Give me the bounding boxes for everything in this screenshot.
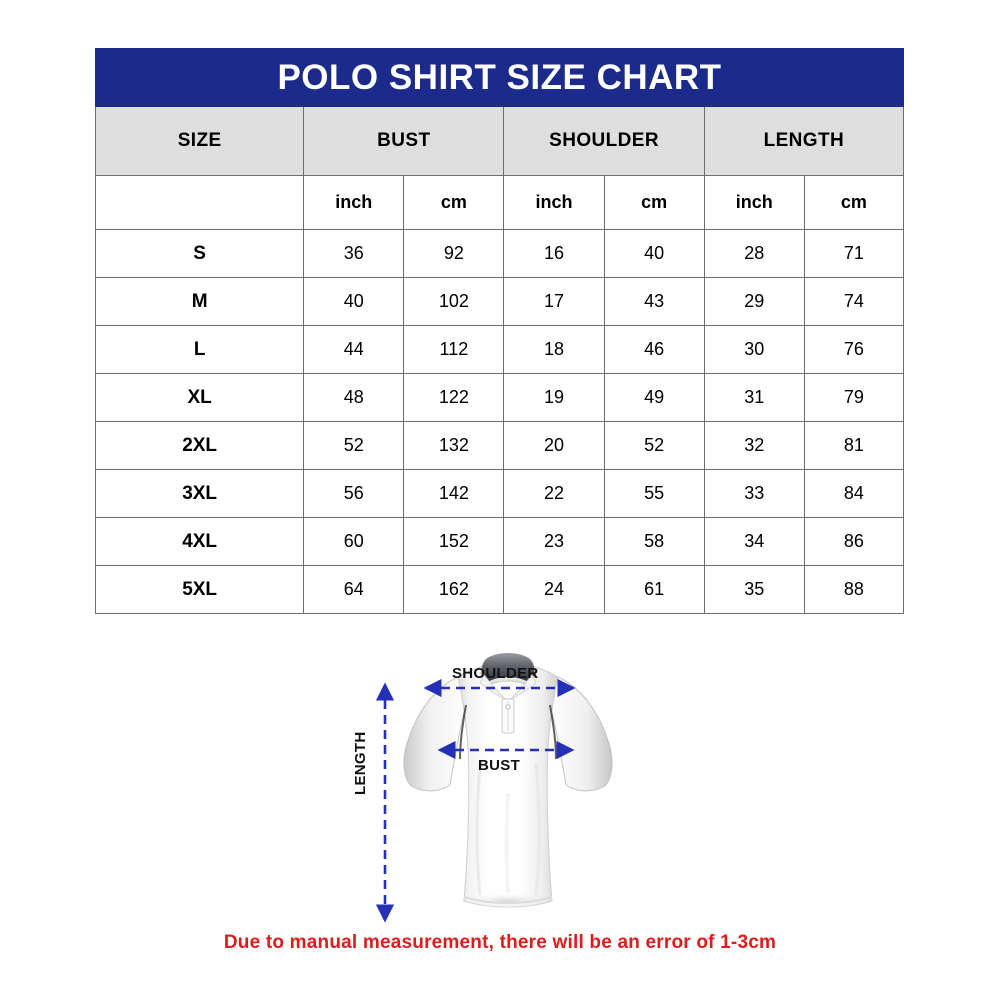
cell-length-inch: 33 (703, 469, 805, 518)
cell-shoulder-cm: 55 (603, 469, 705, 518)
bust-label: BUST (478, 757, 521, 774)
group-header-shoulder: SHOULDER (503, 106, 705, 176)
cell-shoulder-cm: 49 (603, 373, 705, 422)
group-header-bust: BUST (303, 106, 505, 176)
cell-bust-inch: 56 (303, 469, 405, 518)
cell-bust-cm: 162 (403, 565, 505, 614)
cell-bust-cm: 112 (403, 325, 505, 374)
cell-shoulder-inch: 18 (503, 325, 605, 374)
cell-bust-inch: 60 (303, 517, 405, 566)
cell-bust-cm: 132 (403, 421, 505, 470)
measurement-error-note: Due to manual measurement, there will be… (223, 932, 777, 953)
length-label: LENGTH (352, 731, 369, 795)
cell-bust-inch: 48 (303, 373, 405, 422)
table-row: L 44 112 18 46 30 76 (94, 325, 905, 374)
cell-shoulder-cm: 46 (603, 325, 705, 374)
cell-size: 5XL (94, 565, 305, 614)
unit-size-blank (94, 175, 305, 230)
cell-shoulder-inch: 22 (503, 469, 605, 518)
cell-shoulder-cm: 52 (603, 421, 705, 470)
cell-length-cm: 71 (803, 229, 905, 278)
cell-shoulder-inch: 24 (503, 565, 605, 614)
cell-bust-inch: 36 (303, 229, 405, 278)
group-header-length: LENGTH (703, 106, 905, 176)
table-row: S 36 92 16 40 28 71 (94, 229, 905, 278)
cell-length-inch: 35 (703, 565, 805, 614)
table-row: XL 48 122 19 49 31 79 (94, 373, 905, 422)
cell-shoulder-inch: 17 (503, 277, 605, 326)
cell-length-inch: 31 (703, 373, 805, 422)
banner-row: POLO SHIRT SIZE CHART (95, 48, 904, 107)
unit-bust-cm: cm (403, 175, 505, 230)
cell-bust-inch: 44 (303, 325, 405, 374)
polo-shirt-icon (403, 653, 613, 910)
cell-shoulder-inch: 20 (503, 421, 605, 470)
cell-length-inch: 28 (703, 229, 805, 278)
cell-bust-cm: 122 (403, 373, 505, 422)
cell-shoulder-inch: 23 (503, 517, 605, 566)
cell-length-cm: 79 (803, 373, 905, 422)
table-row: 3XL 56 142 22 55 33 84 (94, 469, 905, 518)
table-row: M 40 102 17 43 29 74 (94, 277, 905, 326)
cell-bust-inch: 64 (303, 565, 405, 614)
unit-bust-inch: inch (303, 175, 405, 230)
cell-length-cm: 74 (803, 277, 905, 326)
cell-bust-inch: 40 (303, 277, 405, 326)
cell-length-cm: 86 (803, 517, 905, 566)
group-header-size: SIZE (94, 106, 305, 176)
cell-size: 2XL (94, 421, 305, 470)
banner-cell: POLO SHIRT SIZE CHART (95, 48, 904, 107)
cell-length-cm: 76 (803, 325, 905, 374)
cell-shoulder-cm: 40 (603, 229, 705, 278)
cell-shoulder-cm: 58 (603, 517, 705, 566)
group-header-row: SIZE BUST SHOULDER LENGTH (94, 106, 905, 176)
cell-size: L (94, 325, 305, 374)
size-chart-table: POLO SHIRT SIZE CHART SIZE BUST SHOULDER… (94, 48, 905, 614)
cell-size: XL (94, 373, 305, 422)
unit-header-row: inch cm inch cm inch cm (94, 175, 905, 230)
table-row: 2XL 52 132 20 52 32 81 (94, 421, 905, 470)
shoulder-label: SHOULDER (452, 665, 539, 682)
table-row: 5XL 64 162 24 61 35 88 (94, 565, 905, 614)
polo-shirt-illustration (396, 643, 620, 923)
cell-length-inch: 34 (703, 517, 805, 566)
cell-size: M (94, 277, 305, 326)
unit-length-cm: cm (803, 175, 905, 230)
cell-shoulder-cm: 61 (603, 565, 705, 614)
cell-bust-cm: 102 (403, 277, 505, 326)
cell-bust-cm: 142 (403, 469, 505, 518)
cell-length-inch: 29 (703, 277, 805, 326)
cell-length-inch: 30 (703, 325, 805, 374)
cell-bust-cm: 152 (403, 517, 505, 566)
cell-size: S (94, 229, 305, 278)
cell-size: 4XL (94, 517, 305, 566)
unit-shoulder-inch: inch (503, 175, 605, 230)
cell-length-cm: 88 (803, 565, 905, 614)
cell-shoulder-inch: 19 (503, 373, 605, 422)
measurement-diagram: SHOULDER BUST LENGTH (0, 625, 1000, 930)
unit-shoulder-cm: cm (603, 175, 705, 230)
cell-shoulder-inch: 16 (503, 229, 605, 278)
cell-length-cm: 81 (803, 421, 905, 470)
unit-length-inch: inch (703, 175, 805, 230)
cell-shoulder-cm: 43 (603, 277, 705, 326)
cell-size: 3XL (94, 469, 305, 518)
cell-length-cm: 84 (803, 469, 905, 518)
cell-length-inch: 32 (703, 421, 805, 470)
cell-bust-cm: 92 (403, 229, 505, 278)
table-row: 4XL 60 152 23 58 34 86 (94, 517, 905, 566)
chart-title: POLO SHIRT SIZE CHART (277, 58, 722, 97)
cell-bust-inch: 52 (303, 421, 405, 470)
